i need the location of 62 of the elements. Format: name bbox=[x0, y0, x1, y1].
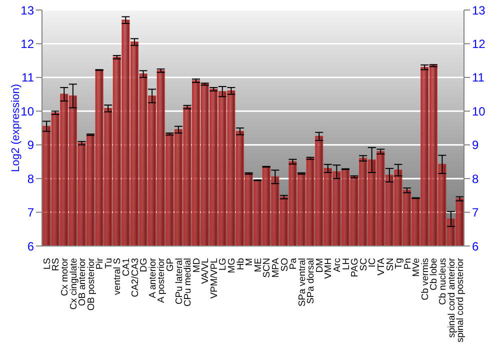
x-tick-label: VMH bbox=[322, 258, 334, 279]
y-tick-label: 10 bbox=[20, 104, 34, 118]
x-tick-label: ventral S bbox=[111, 258, 122, 295]
y-tick-label: 11 bbox=[22, 70, 34, 85]
x-tick-label: LS bbox=[40, 258, 52, 270]
x-tick-label: A posterior bbox=[155, 258, 166, 303]
y-tick-label: 6 bbox=[27, 239, 34, 254]
x-tick-label: spinal cord anterior bbox=[445, 258, 456, 338]
x-tick-label: IC bbox=[366, 258, 378, 268]
y2-tick-label: 10 bbox=[472, 104, 486, 118]
x-tick-label: DM bbox=[313, 258, 324, 273]
y2-tick-label: 12 bbox=[472, 36, 486, 51]
x-tick-label: LH bbox=[340, 258, 351, 270]
x-tick-label: VTA bbox=[374, 257, 386, 276]
x-tick-label: PAG bbox=[348, 258, 360, 278]
x-tick-label: LG bbox=[216, 258, 228, 271]
x-tick-label: GP bbox=[164, 258, 175, 272]
x-tick-label: RS bbox=[50, 258, 61, 272]
x-tick-label: Tg bbox=[392, 258, 404, 269]
x-tick-label: Arc bbox=[331, 258, 342, 272]
x-tick-label: Cx cingulate bbox=[67, 258, 78, 310]
x-tick-label: CA2/CA3 bbox=[128, 258, 140, 298]
y-tick-label: 7 bbox=[27, 206, 34, 220]
x-tick-label: CPu medial bbox=[182, 258, 193, 306]
y-tick-label: 13 bbox=[20, 3, 34, 18]
x-tick-label: MPA bbox=[269, 257, 280, 278]
x-tick-label: SPa dorsal bbox=[304, 258, 316, 304]
x-tick-label: Cb vermis bbox=[418, 258, 430, 300]
x-tick-label: Hb bbox=[234, 258, 246, 270]
x-tick-label: VA/VL bbox=[199, 258, 210, 284]
y2-tick-label: 13 bbox=[472, 3, 486, 18]
x-tick-label: MD bbox=[190, 258, 202, 273]
x-tick-label: CPu lateral bbox=[172, 258, 184, 304]
y2-tick-label: 11 bbox=[472, 70, 485, 85]
y2-tick-label: 9 bbox=[472, 138, 479, 152]
x-tick-label: ME bbox=[252, 258, 263, 272]
x-tick-label: SCN bbox=[260, 258, 272, 278]
x-tick-label: Pir bbox=[94, 258, 105, 270]
x-tick-label: CA1 bbox=[120, 258, 132, 276]
y2-tick-label: 7 bbox=[472, 206, 479, 220]
x-tick-label: SO bbox=[278, 258, 290, 272]
x-tick-label: SN bbox=[384, 258, 395, 272]
x-tick-label: Cx motor bbox=[58, 258, 70, 296]
y2-tick-label: 6 bbox=[472, 239, 479, 254]
y-tick-label: 8 bbox=[27, 172, 34, 186]
x-tick-label: SC bbox=[357, 258, 368, 272]
x-tick-label: Pa bbox=[287, 257, 298, 270]
x-tick-label: M bbox=[243, 258, 254, 266]
x-tick-label: A anterior bbox=[146, 258, 158, 298]
x-tick-label: DG bbox=[138, 258, 149, 272]
y-tick-label: 9 bbox=[27, 138, 34, 152]
x-tick-label: OB posterior bbox=[84, 258, 96, 311]
x-tick-label: Cb nucleus bbox=[436, 258, 448, 305]
x-tick-label: SPa ventral bbox=[296, 258, 307, 306]
x-tick-label: MG bbox=[226, 258, 237, 274]
x-tick-label: MVe bbox=[410, 258, 422, 277]
x-tick-label: Cb lobe bbox=[428, 258, 439, 290]
y-axis-title: Log2 (expression) bbox=[10, 84, 22, 172]
y2-tick-label: 8 bbox=[472, 172, 479, 186]
x-tick-label: VPM/VPL bbox=[208, 258, 219, 299]
x-tick-label: Tu bbox=[102, 258, 114, 269]
y-tick-label: 12 bbox=[20, 36, 34, 51]
